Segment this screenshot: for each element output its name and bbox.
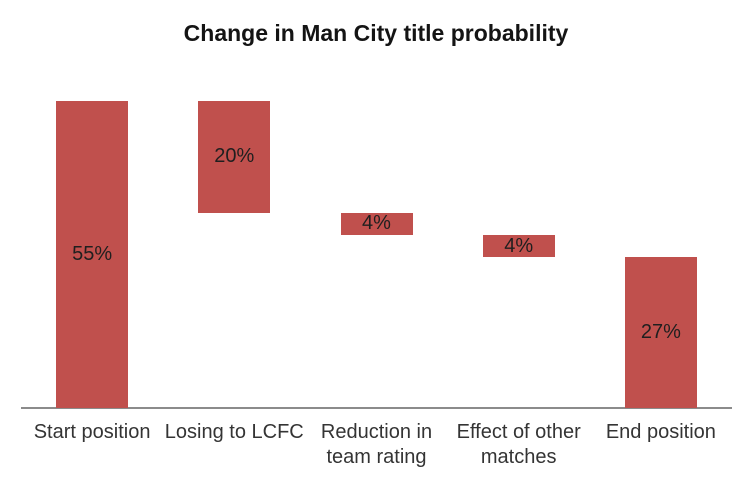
- category-label-end-position: End position: [605, 421, 716, 443]
- x-axis-line: [21, 407, 732, 409]
- chart-title: Change in Man City title probability: [183, 20, 569, 46]
- category-label-effect-of-other-matches: Effect of other matches: [456, 421, 581, 468]
- bar-losing-to-lcfc: 20%: [198, 101, 271, 213]
- category-label-losing-to-lcfc: Losing to LCFC: [164, 421, 304, 443]
- category-label-reduction-in-team-rating: Reduction in team rating: [320, 421, 433, 468]
- bar-effect-of-other-matches: 4%: [482, 234, 555, 258]
- data-label-effect-of-other-matches: 4%: [504, 234, 534, 257]
- data-label-end-position: 27%: [640, 321, 681, 344]
- data-label-start-position: 55%: [72, 243, 113, 265]
- data-label-reduction-in-team-rating: 4%: [362, 212, 391, 235]
- bar-reduction-in-team-rating: 4%: [340, 212, 413, 235]
- category-label-start-position: Start position: [33, 421, 151, 443]
- bar-end-position: 27%: [624, 257, 697, 408]
- data-label-losing-to-lcfc: 20%: [214, 145, 255, 168]
- bar-start-position: 55%: [56, 101, 129, 408]
